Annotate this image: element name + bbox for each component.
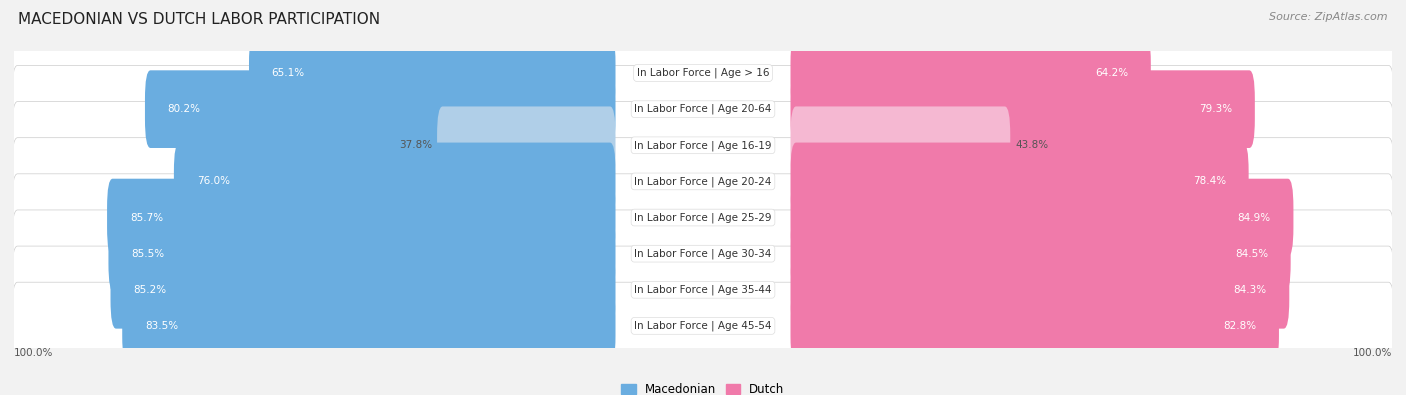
FancyBboxPatch shape — [13, 102, 1393, 189]
Text: MACEDONIAN VS DUTCH LABOR PARTICIPATION: MACEDONIAN VS DUTCH LABOR PARTICIPATION — [18, 12, 381, 27]
FancyBboxPatch shape — [174, 143, 616, 220]
FancyBboxPatch shape — [790, 34, 1152, 112]
Text: 76.0%: 76.0% — [197, 177, 229, 186]
FancyBboxPatch shape — [790, 70, 1254, 148]
Legend: Macedonian, Dutch: Macedonian, Dutch — [617, 378, 789, 395]
Text: 65.1%: 65.1% — [271, 68, 305, 78]
Text: 83.5%: 83.5% — [145, 321, 179, 331]
FancyBboxPatch shape — [13, 138, 1393, 225]
FancyBboxPatch shape — [107, 179, 616, 256]
FancyBboxPatch shape — [790, 106, 1011, 184]
Text: 84.5%: 84.5% — [1234, 249, 1268, 259]
Text: 79.3%: 79.3% — [1199, 104, 1232, 114]
Text: 100.0%: 100.0% — [1353, 348, 1392, 358]
Text: In Labor Force | Age 20-64: In Labor Force | Age 20-64 — [634, 104, 772, 115]
FancyBboxPatch shape — [437, 106, 616, 184]
Text: 82.8%: 82.8% — [1223, 321, 1256, 331]
FancyBboxPatch shape — [145, 70, 616, 148]
Text: 84.9%: 84.9% — [1237, 213, 1271, 222]
Text: 85.5%: 85.5% — [131, 249, 165, 259]
FancyBboxPatch shape — [790, 179, 1294, 256]
FancyBboxPatch shape — [790, 143, 1249, 220]
FancyBboxPatch shape — [13, 174, 1393, 261]
Text: Source: ZipAtlas.com: Source: ZipAtlas.com — [1270, 12, 1388, 22]
Text: 85.7%: 85.7% — [129, 213, 163, 222]
Text: 84.3%: 84.3% — [1233, 285, 1267, 295]
FancyBboxPatch shape — [249, 34, 616, 112]
Text: In Labor Force | Age 45-54: In Labor Force | Age 45-54 — [634, 321, 772, 331]
Text: 37.8%: 37.8% — [399, 140, 432, 150]
Text: 43.8%: 43.8% — [1015, 140, 1049, 150]
Text: 64.2%: 64.2% — [1095, 68, 1128, 78]
FancyBboxPatch shape — [108, 215, 616, 293]
FancyBboxPatch shape — [13, 66, 1393, 153]
Text: In Labor Force | Age 25-29: In Labor Force | Age 25-29 — [634, 212, 772, 223]
Text: In Labor Force | Age 30-34: In Labor Force | Age 30-34 — [634, 248, 772, 259]
FancyBboxPatch shape — [790, 251, 1289, 329]
FancyBboxPatch shape — [13, 29, 1393, 117]
FancyBboxPatch shape — [13, 210, 1393, 297]
FancyBboxPatch shape — [13, 282, 1393, 370]
Text: In Labor Force | Age > 16: In Labor Force | Age > 16 — [637, 68, 769, 78]
FancyBboxPatch shape — [122, 287, 616, 365]
Text: 80.2%: 80.2% — [167, 104, 201, 114]
FancyBboxPatch shape — [111, 251, 616, 329]
Text: 100.0%: 100.0% — [14, 348, 53, 358]
FancyBboxPatch shape — [790, 215, 1291, 293]
Text: 78.4%: 78.4% — [1192, 177, 1226, 186]
FancyBboxPatch shape — [13, 246, 1393, 333]
Text: In Labor Force | Age 16-19: In Labor Force | Age 16-19 — [634, 140, 772, 150]
Text: In Labor Force | Age 20-24: In Labor Force | Age 20-24 — [634, 176, 772, 187]
Text: 85.2%: 85.2% — [134, 285, 166, 295]
Text: In Labor Force | Age 35-44: In Labor Force | Age 35-44 — [634, 284, 772, 295]
FancyBboxPatch shape — [790, 287, 1279, 365]
